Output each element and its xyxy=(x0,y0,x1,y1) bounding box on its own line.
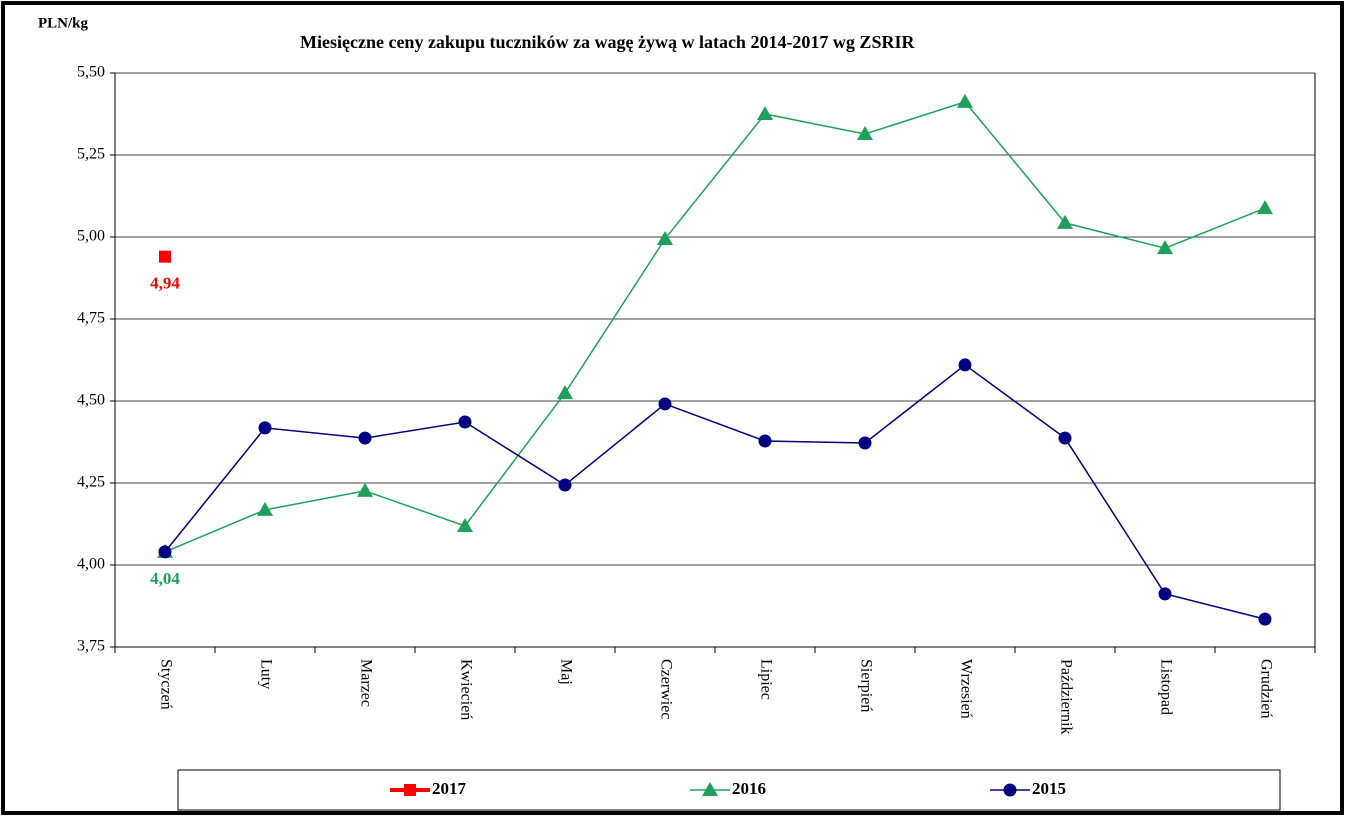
marker xyxy=(858,436,872,450)
marker xyxy=(1258,612,1272,626)
marker xyxy=(558,478,572,492)
series-line xyxy=(164,100,1266,553)
x-tick-label: Sierpień xyxy=(857,659,874,712)
y-tick-label: 5,00 xyxy=(77,228,105,245)
marker xyxy=(657,230,673,245)
legend-marker xyxy=(404,784,416,796)
x-tick-label: Marzec xyxy=(357,659,374,707)
x-tick-label: Maj xyxy=(557,659,574,685)
marker xyxy=(557,385,573,400)
marker xyxy=(658,397,672,411)
x-tick-label: Grudzień xyxy=(1257,659,1274,719)
x-tick-label: Luty xyxy=(257,659,274,689)
x-tick-label: Październik xyxy=(1057,659,1074,735)
marker xyxy=(258,421,272,435)
marker xyxy=(357,482,373,497)
y-tick-label: 5,25 xyxy=(77,146,105,163)
legend-label: 2015 xyxy=(1032,779,1066,798)
marker xyxy=(458,415,472,429)
marker xyxy=(757,106,773,120)
x-tick-label: Lipiec xyxy=(757,659,774,700)
marker xyxy=(1057,214,1073,229)
marker xyxy=(158,545,172,559)
marker xyxy=(1158,587,1172,601)
x-tick-label: Listopad xyxy=(1157,659,1174,715)
marker xyxy=(1157,240,1173,255)
data-label: 4,04 xyxy=(150,569,180,588)
y-tick-label: 5,50 xyxy=(77,64,105,81)
y-axis-label: PLN/kg xyxy=(38,15,89,31)
marker xyxy=(1058,431,1072,445)
marker xyxy=(857,126,873,141)
y-tick-label: 4,00 xyxy=(77,556,105,573)
marker xyxy=(758,434,772,448)
data-label: 4,94 xyxy=(150,274,180,293)
marker xyxy=(257,501,273,516)
y-tick-label: 4,25 xyxy=(77,474,105,491)
marker xyxy=(957,93,973,108)
legend-label: 2016 xyxy=(732,779,766,798)
legend-marker xyxy=(1003,783,1017,797)
x-tick-label: Czerwiec xyxy=(657,659,674,719)
legend-label: 2017 xyxy=(432,779,467,798)
marker xyxy=(958,358,972,372)
series-line xyxy=(164,363,1266,620)
chart-title: Miesięczne ceny zakupu tuczników za wagę… xyxy=(300,32,915,52)
marker xyxy=(457,517,473,532)
legend-marker xyxy=(702,782,718,796)
marker xyxy=(358,431,372,445)
marker xyxy=(1257,200,1273,215)
y-tick-label: 4,50 xyxy=(77,392,105,409)
y-tick-label: 3,75 xyxy=(77,638,105,655)
y-tick-label: 4,75 xyxy=(77,310,105,327)
x-tick-label: Wrzesień xyxy=(957,659,974,719)
x-tick-label: Styczeń xyxy=(157,659,174,710)
x-tick-label: Kwiecień xyxy=(457,659,474,720)
marker xyxy=(159,250,171,263)
